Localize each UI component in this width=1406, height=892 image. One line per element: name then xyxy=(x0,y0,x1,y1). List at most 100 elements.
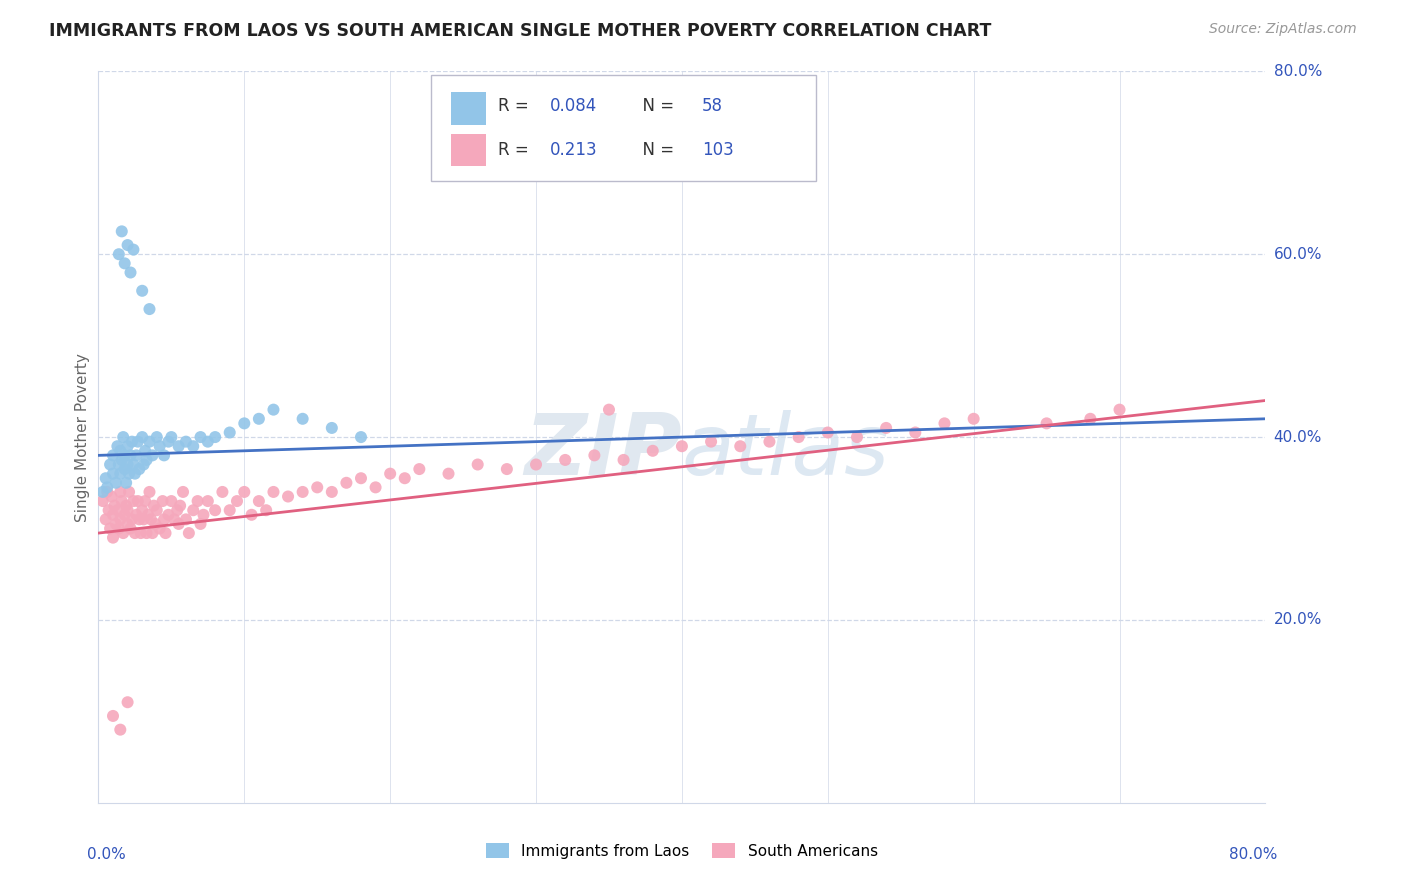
Point xyxy=(307,480,329,494)
Point xyxy=(262,402,284,417)
Text: R =: R = xyxy=(498,97,538,115)
Point xyxy=(380,467,402,481)
Point xyxy=(277,490,299,504)
Point xyxy=(101,709,124,723)
Point xyxy=(97,503,120,517)
Point xyxy=(110,443,132,458)
Point xyxy=(114,448,136,462)
Point xyxy=(190,516,212,531)
Point xyxy=(218,503,240,517)
Text: 60.0%: 60.0% xyxy=(1274,247,1322,261)
Point xyxy=(100,490,122,504)
Point xyxy=(193,508,215,522)
Point xyxy=(197,494,219,508)
Text: 80.0%: 80.0% xyxy=(1229,847,1277,862)
Point xyxy=(120,266,142,280)
Point xyxy=(124,526,146,541)
Point xyxy=(104,516,127,531)
Point xyxy=(108,247,131,261)
Point xyxy=(120,448,142,462)
Point xyxy=(138,301,160,317)
Point xyxy=(174,434,197,449)
Point xyxy=(132,458,155,472)
Text: 40.0%: 40.0% xyxy=(1274,430,1322,444)
Point xyxy=(321,421,343,435)
Point xyxy=(96,480,118,494)
Point xyxy=(335,475,357,490)
Point xyxy=(108,521,131,535)
Point xyxy=(101,448,124,462)
Point xyxy=(169,499,191,513)
Point xyxy=(167,439,190,453)
Point xyxy=(163,512,186,526)
Point xyxy=(181,439,204,453)
Point xyxy=(160,494,183,508)
Point xyxy=(136,508,159,522)
Point xyxy=(134,494,156,508)
Point xyxy=(554,453,576,467)
Point xyxy=(204,430,226,444)
Point xyxy=(122,243,145,257)
Point xyxy=(115,499,138,513)
Point xyxy=(127,494,149,508)
Point xyxy=(583,448,606,462)
Point xyxy=(197,434,219,449)
Point xyxy=(117,516,139,531)
Point xyxy=(157,434,180,449)
Point xyxy=(166,503,188,517)
Point xyxy=(240,508,263,522)
Text: R =: R = xyxy=(498,141,538,159)
Point xyxy=(103,499,125,513)
Point xyxy=(157,508,180,522)
Point xyxy=(117,503,139,517)
Point xyxy=(612,453,634,467)
Point xyxy=(141,526,163,541)
Point xyxy=(730,439,752,453)
Point xyxy=(117,695,139,709)
Point xyxy=(105,439,128,453)
Point xyxy=(149,439,172,453)
Point xyxy=(117,439,139,453)
Point xyxy=(350,471,373,485)
Text: 0.213: 0.213 xyxy=(550,141,598,159)
Point xyxy=(117,238,139,252)
Point xyxy=(787,430,810,444)
Point xyxy=(105,503,128,517)
Point xyxy=(94,512,117,526)
Point xyxy=(112,430,135,444)
Point xyxy=(125,448,148,462)
Point xyxy=(91,485,114,500)
Point xyxy=(700,434,723,449)
Point xyxy=(138,434,160,449)
Point xyxy=(155,526,177,541)
Point xyxy=(110,485,132,500)
Point xyxy=(127,434,149,449)
Point xyxy=(671,439,693,453)
Point xyxy=(174,512,197,526)
Point xyxy=(135,526,157,541)
Point xyxy=(142,499,165,513)
Point xyxy=(394,471,416,485)
Point xyxy=(321,485,343,500)
Point xyxy=(117,458,139,472)
Point xyxy=(131,503,153,517)
Point xyxy=(98,521,121,535)
Point xyxy=(124,467,146,481)
Point xyxy=(111,494,134,508)
Point xyxy=(152,494,174,508)
Point xyxy=(1080,412,1102,426)
Point xyxy=(110,512,132,526)
Point xyxy=(350,430,373,444)
Point xyxy=(524,458,547,472)
Point xyxy=(641,443,664,458)
Point xyxy=(132,512,155,526)
Point xyxy=(131,430,153,444)
Point xyxy=(187,494,209,508)
Point xyxy=(131,284,153,298)
Point xyxy=(904,425,927,440)
Point xyxy=(408,462,430,476)
Point xyxy=(128,462,150,476)
Point xyxy=(111,224,134,238)
Point xyxy=(129,526,152,541)
Point xyxy=(1108,402,1130,417)
